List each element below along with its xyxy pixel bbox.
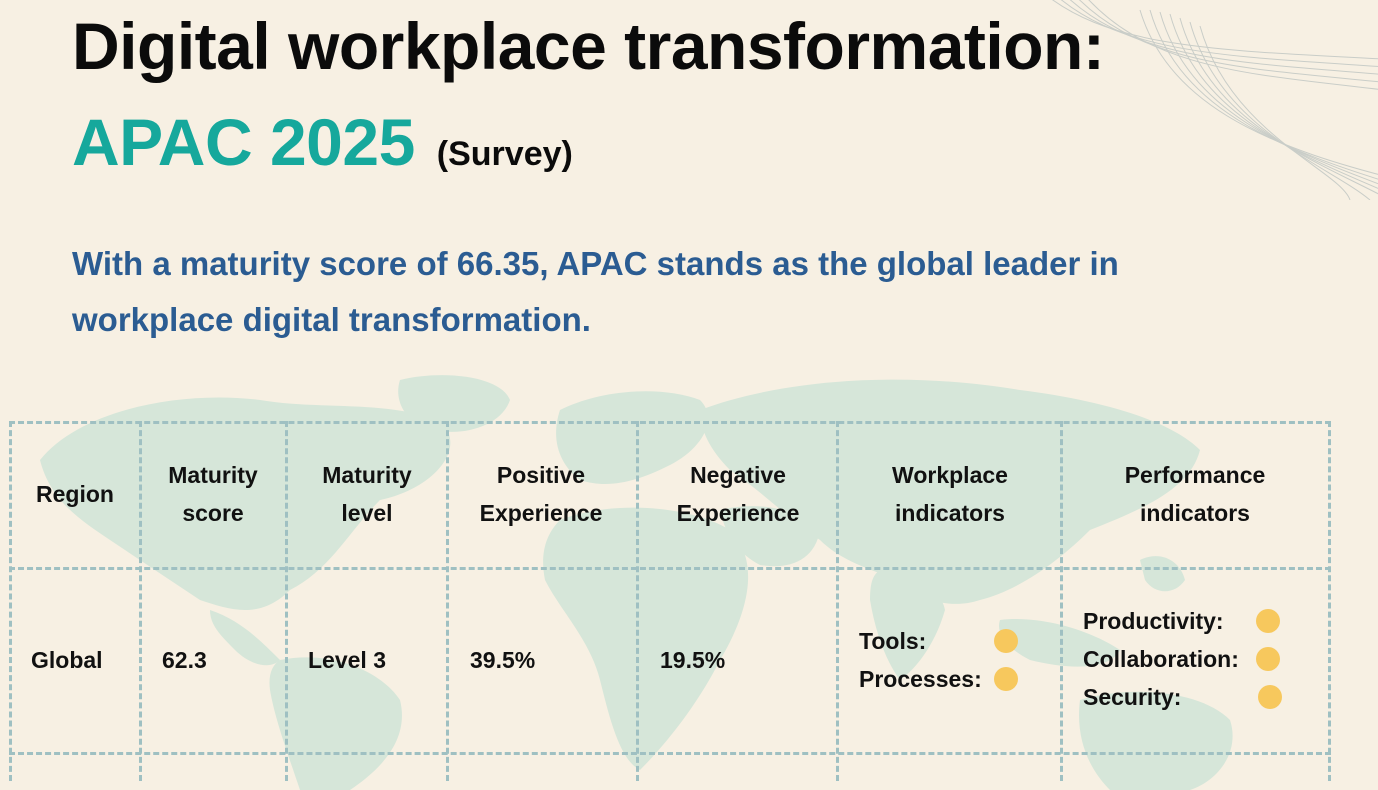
header-workplace-indicators: Workplace indicators — [848, 456, 1052, 532]
summary-subtitle: With a maturity score of 66.35, APAC sta… — [72, 245, 1119, 338]
header-text: Experience — [479, 500, 603, 526]
grid-line — [9, 421, 12, 781]
header-text: level — [341, 500, 393, 526]
grid-line — [446, 421, 449, 781]
indicator-productivity-label: Productivity: — [1083, 608, 1224, 634]
grid-line — [1060, 421, 1063, 781]
grid-line — [9, 567, 1331, 570]
data-table-grid — [9, 421, 1331, 781]
world-map-background — [40, 375, 1233, 790]
status-dot-icon — [1256, 609, 1280, 633]
grid-line — [1328, 421, 1331, 781]
header-text: Negative — [690, 462, 786, 488]
cell-maturity-score: 62.3 — [162, 647, 207, 673]
grid-line — [636, 421, 639, 781]
header-text: indicators — [895, 500, 1005, 526]
grid-line — [139, 421, 142, 781]
title-accent-apac-2025: APAC 2025 — [72, 105, 415, 179]
grid-line — [285, 421, 288, 781]
status-dot-icon — [1256, 647, 1280, 671]
indicator-tools-label: Tools: — [859, 628, 927, 654]
header-text: indicators — [1140, 500, 1250, 526]
header-maturity-level: Maturity level — [297, 456, 437, 532]
status-dot-icon — [994, 629, 1018, 653]
header-text: Experience — [676, 500, 800, 526]
header-maturity-score: Maturity score — [149, 456, 277, 532]
header-text: Performance — [1124, 462, 1266, 488]
decorative-wave-lines — [1052, 0, 1378, 200]
grid-line — [9, 752, 1331, 755]
header-region: Region — [36, 481, 114, 507]
indicator-security-label: Security: — [1083, 684, 1182, 710]
indicator-collaboration-label: Collaboration: — [1083, 646, 1239, 672]
title-survey-tag: (Survey) — [436, 135, 573, 173]
grid-line — [9, 421, 1331, 424]
header-text: Maturity — [168, 462, 258, 488]
header-performance-indicators: Performance indicators — [1072, 456, 1318, 532]
status-dot-icon — [994, 667, 1018, 691]
cell-negative-experience: 19.5% — [660, 647, 726, 673]
cell-positive-experience: 39.5% — [470, 647, 536, 673]
cell-region: Global — [31, 647, 103, 673]
header-text: Maturity — [322, 462, 412, 488]
header-text: Positive — [496, 462, 586, 488]
grid-line — [836, 421, 839, 781]
header-text: Workplace — [892, 462, 1008, 488]
header-text: score — [182, 500, 244, 526]
title-subline: APAC 2025 (Survey) — [72, 104, 573, 180]
page-title: Digital workplace transformation: — [72, 9, 1105, 83]
header-positive-experience: Positive Experience — [456, 456, 626, 532]
indicator-processes-label: Processes: — [859, 666, 982, 692]
cell-maturity-level: Level 3 — [308, 647, 386, 673]
status-dot-icon — [1258, 685, 1282, 709]
header-negative-experience: Negative Experience — [648, 456, 828, 532]
